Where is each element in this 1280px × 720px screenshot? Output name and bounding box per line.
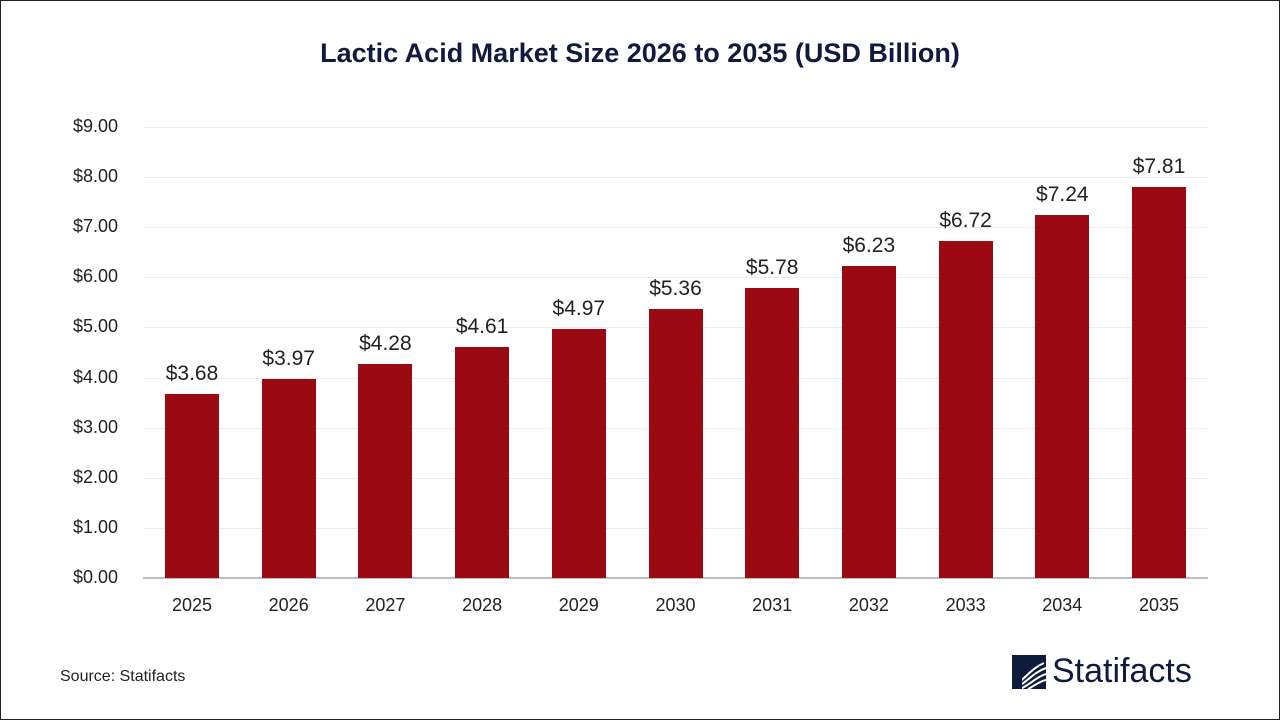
source-note: Source: Statifacts (60, 668, 186, 685)
y-tick-label: $0.00 (72, 567, 118, 587)
x-tick-label: 2026 (268, 595, 309, 615)
x-axis-line (143, 577, 1208, 579)
gridline (143, 277, 1208, 279)
x-tick-label: 2025 (171, 595, 213, 615)
bar (938, 241, 993, 578)
bar-value-label: $5.36 (649, 277, 702, 301)
gridline (143, 177, 1208, 179)
y-tick-label: $8.00 (72, 166, 118, 187)
bar-value-label: $4.28 (359, 331, 412, 355)
bar (648, 309, 703, 578)
bar (551, 328, 606, 578)
x-tick-label: 2029 (558, 595, 599, 615)
y-tick-label: $3.00 (72, 416, 118, 437)
chart-title: Lactic Acid Market Size 2026 to 2035 (US… (320, 38, 960, 68)
x-tick-label: 2033 (945, 595, 986, 615)
bar-value-label: $3.97 (262, 347, 315, 371)
statifacts-logo: Statifacts (1012, 652, 1192, 691)
x-tick-label: 2035 (1138, 595, 1180, 615)
y-tick-label: $4.00 (72, 366, 118, 387)
bar-value-label: $4.61 (455, 314, 509, 338)
gridline (143, 227, 1208, 229)
bar-value-label: $4.97 (552, 296, 606, 320)
bar-value-label: $7.24 (1036, 183, 1089, 207)
x-tick-label: 2030 (655, 595, 696, 615)
bar (261, 379, 316, 578)
y-tick-label: $1.00 (72, 516, 118, 537)
bar-value-label: $6.23 (842, 233, 896, 257)
x-tick-label: 2027 (365, 595, 406, 615)
gridline (143, 127, 1208, 128)
bar (745, 288, 800, 578)
bar (841, 265, 896, 578)
bar-value-label: $3.68 (165, 361, 219, 385)
bar (1132, 186, 1186, 578)
bar (165, 393, 219, 578)
bar-value-label: $7.81 (1132, 154, 1186, 178)
y-tick-label: $9.00 (72, 116, 118, 136)
bar (1035, 215, 1090, 578)
bar (358, 363, 413, 578)
x-tick-label: 2031 (752, 595, 793, 615)
x-tick-label: 2028 (462, 595, 503, 615)
y-tick-label: $2.00 (72, 466, 118, 487)
bar-value-label: $6.72 (939, 209, 992, 233)
logo-text: Statifacts (1052, 652, 1192, 690)
x-tick-label: 2032 (848, 595, 889, 615)
y-tick-label: $7.00 (72, 216, 118, 237)
bar (455, 346, 510, 578)
y-tick-label: $5.00 (72, 316, 118, 337)
x-tick-label: 2034 (1042, 595, 1083, 615)
statifacts-logo-icon (1012, 654, 1046, 689)
bar-value-label: $5.78 (745, 256, 799, 280)
y-tick-label: $6.00 (72, 266, 118, 287)
